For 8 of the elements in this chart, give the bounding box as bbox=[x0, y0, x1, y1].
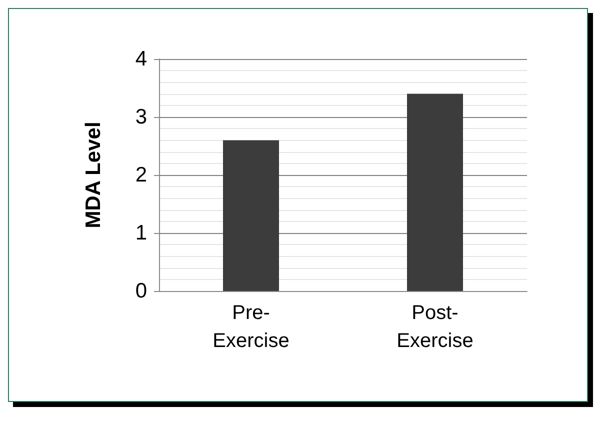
y-tick-label: 2 bbox=[135, 164, 147, 186]
y-tick-label: 1 bbox=[135, 222, 147, 244]
y-axis-title: MDA Level bbox=[82, 122, 105, 228]
y-tick-label: 3 bbox=[135, 106, 147, 128]
x-tick-label: Pre-Exercise bbox=[212, 302, 290, 352]
y-tick-label: 4 bbox=[135, 48, 148, 70]
y-tick-label: 0 bbox=[135, 280, 147, 302]
x-tick-label: Post-Exercise bbox=[396, 302, 474, 352]
